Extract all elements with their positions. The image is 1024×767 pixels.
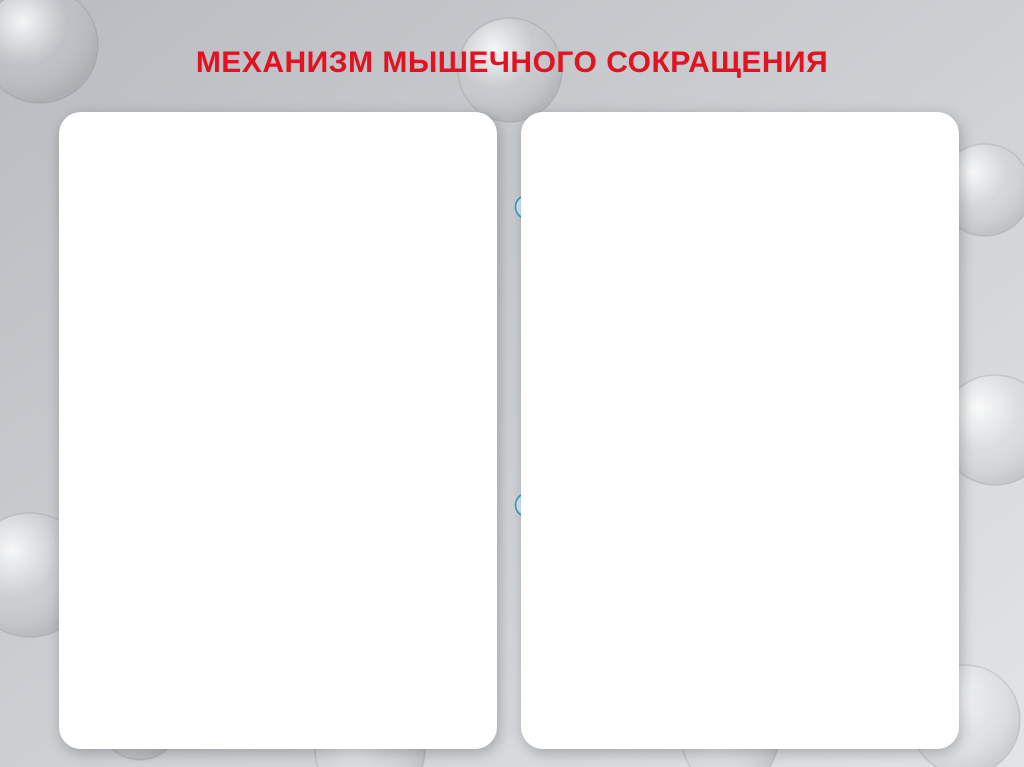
page-title: МЕХАНИЗМ МЫШЕЧНОГО СОКРАЩЕНИЯ bbox=[0, 46, 1024, 80]
panel-right bbox=[521, 112, 959, 749]
panel-left bbox=[59, 112, 497, 749]
